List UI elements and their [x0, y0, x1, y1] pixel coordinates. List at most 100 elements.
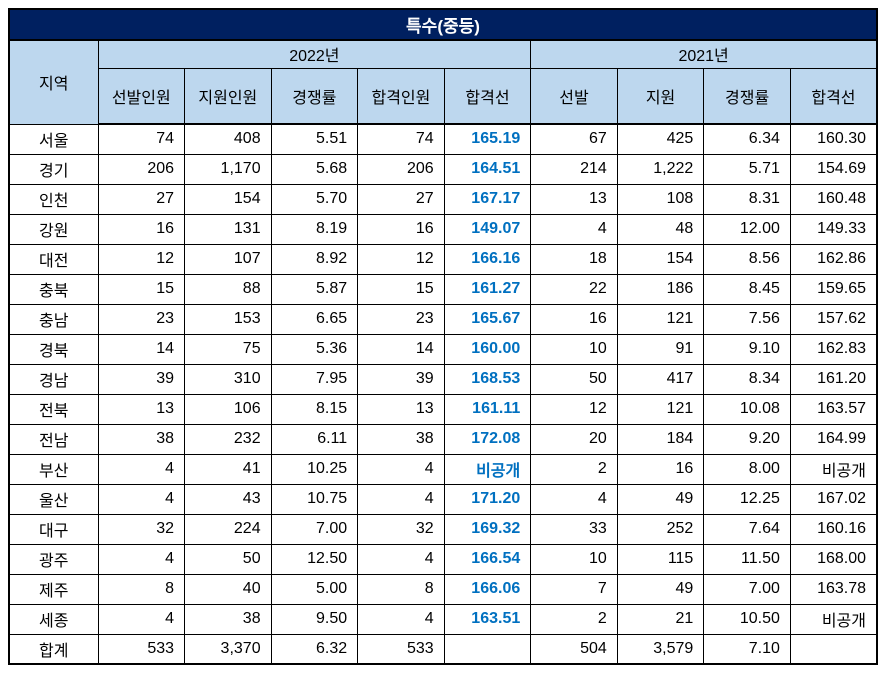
cell-2022-ratio: 8.15 [270, 393, 359, 425]
cell-2022-selected: 32 [97, 513, 186, 545]
cell-2021-applied: 49 [616, 573, 705, 605]
cell-2022-passed: 38 [357, 423, 445, 455]
region-cell: 전북 [8, 393, 99, 425]
cell-2021-ratio: 10.50 [703, 603, 791, 635]
cell-2022-applied: 310 [184, 363, 272, 395]
cell-2022-selected: 4 [97, 483, 186, 515]
cell-2022-passed: 13 [357, 393, 445, 425]
region-cell: 부산 [8, 453, 99, 485]
cell-2021-ratio: 8.56 [703, 243, 791, 275]
table-row: 경기 206 1,170 5.68 206 164.51 214 1,222 5… [8, 153, 878, 185]
table-row: 대구 32 224 7.00 32 169.32 33 252 7.64 160… [8, 513, 878, 545]
table-title: 특수(중등) [8, 8, 878, 41]
cell-2022-ratio: 5.51 [270, 123, 359, 155]
cell-2022-cutline: 169.32 [443, 513, 532, 545]
cell-2021-selected: 10 [530, 543, 618, 575]
region-cell: 인천 [8, 183, 99, 215]
cell-2021-selected: 16 [530, 303, 618, 335]
cell-2021-selected: 18 [530, 243, 618, 275]
cell-2021-applied: 108 [616, 183, 705, 215]
cell-2022-passed: 32 [357, 513, 445, 545]
cell-2021-selected: 504 [530, 633, 618, 665]
cell-2022-applied: 50 [184, 543, 272, 575]
cell-2021-applied: 91 [616, 333, 705, 365]
cell-2022-cutline: 161.11 [443, 393, 532, 425]
table-row: 제주 8 40 5.00 8 166.06 7 49 7.00 163.78 [8, 573, 878, 605]
cell-2022-passed: 14 [357, 333, 445, 365]
table-row: 서울 74 408 5.51 74 165.19 67 425 6.34 160… [8, 123, 878, 155]
cell-2021-applied: 49 [616, 483, 705, 515]
cell-2022-ratio: 12.50 [270, 543, 359, 575]
cell-2022-applied: 38 [184, 603, 272, 635]
column-header-row: 선발인원 지원인원 경쟁률 합격인원 합격선 선발 지원 경쟁률 합격선 [9, 67, 878, 125]
cell-2021-selected: 22 [530, 273, 618, 305]
region-cell: 광주 [8, 543, 99, 575]
table-row: 경북 14 75 5.36 14 160.00 10 91 9.10 162.8… [8, 333, 878, 365]
cell-2021-ratio: 11.50 [703, 543, 791, 575]
cell-2021-ratio: 5.71 [703, 153, 791, 185]
cell-2021-selected: 2 [530, 603, 618, 635]
cell-2021-cutline [789, 633, 878, 665]
cell-2022-ratio: 10.75 [270, 483, 359, 515]
cell-2021-cutline: 160.16 [789, 513, 878, 545]
table-row: 충북 15 88 5.87 15 161.27 22 186 8.45 159.… [8, 273, 878, 305]
cell-2022-passed: 23 [357, 303, 445, 335]
cell-2022-passed: 39 [357, 363, 445, 395]
cell-2021-applied: 115 [616, 543, 705, 575]
cell-2021-applied: 252 [616, 513, 705, 545]
col-header-2022-seonbal-inwon: 선발인원 [97, 67, 186, 125]
cell-2022-ratio: 5.36 [270, 333, 359, 365]
cell-2022-selected: 38 [97, 423, 186, 455]
cell-2021-applied: 1,222 [616, 153, 705, 185]
cell-2022-selected: 16 [97, 213, 186, 245]
cell-2022-selected: 13 [97, 393, 186, 425]
region-cell: 대구 [8, 513, 99, 545]
cell-2022-cutline: 161.27 [443, 273, 532, 305]
cell-2022-passed: 74 [357, 123, 445, 155]
cell-2022-cutline: 163.51 [443, 603, 532, 635]
cell-2021-cutline: 154.69 [789, 153, 878, 185]
cell-2021-cutline: 159.65 [789, 273, 878, 305]
cell-2021-ratio: 12.25 [703, 483, 791, 515]
col-header-2022-hapgyeokseon: 합격선 [443, 67, 532, 125]
cell-2022-cutline: 165.67 [443, 303, 532, 335]
cell-2022-ratio: 5.00 [270, 573, 359, 605]
cell-2022-ratio: 5.68 [270, 153, 359, 185]
cell-2022-applied: 107 [184, 243, 272, 275]
cell-2021-selected: 13 [530, 183, 618, 215]
cell-2021-cutline: 161.20 [789, 363, 878, 395]
cell-2021-selected: 20 [530, 423, 618, 455]
cell-2022-ratio: 5.87 [270, 273, 359, 305]
cell-2021-cutline: 157.62 [789, 303, 878, 335]
cell-2022-applied: 75 [184, 333, 272, 365]
cell-2021-applied: 16 [616, 453, 705, 485]
col-header-2022-hapgyeok-inwon: 합격인원 [357, 67, 445, 125]
table-row: 인천 27 154 5.70 27 167.17 13 108 8.31 160… [8, 183, 878, 215]
cell-2022-selected: 15 [97, 273, 186, 305]
cell-2021-selected: 10 [530, 333, 618, 365]
table-row: 충남 23 153 6.65 23 165.67 16 121 7.56 157… [8, 303, 878, 335]
cell-2022-passed: 16 [357, 213, 445, 245]
col-header-2021-jiwon: 지원 [616, 67, 705, 125]
cell-2021-ratio: 12.00 [703, 213, 791, 245]
cell-2022-ratio: 7.00 [270, 513, 359, 545]
cell-2022-applied: 106 [184, 393, 272, 425]
cell-2021-selected: 33 [530, 513, 618, 545]
table-row: 전남 38 232 6.11 38 172.08 20 184 9.20 164… [8, 423, 878, 455]
cell-2021-ratio: 7.10 [703, 633, 791, 665]
cell-2021-cutline: 160.48 [789, 183, 878, 215]
table-body: 서울 74 408 5.51 74 165.19 67 425 6.34 160… [8, 123, 878, 665]
cell-2022-applied: 41 [184, 453, 272, 485]
cell-2021-ratio: 7.00 [703, 573, 791, 605]
cell-2022-applied: 88 [184, 273, 272, 305]
cell-2021-cutline: 163.57 [789, 393, 878, 425]
col-header-2021-gyeongjaengnyul: 경쟁률 [703, 67, 791, 125]
table-row: 합계 533 3,370 6.32 533 504 3,579 7.10 [8, 633, 878, 665]
region-cell: 경기 [8, 153, 99, 185]
cell-2022-cutline: 160.00 [443, 333, 532, 365]
cell-2022-ratio: 8.19 [270, 213, 359, 245]
cell-2021-cutline: 164.99 [789, 423, 878, 455]
cell-2022-ratio: 5.70 [270, 183, 359, 215]
cell-2022-ratio: 10.25 [270, 453, 359, 485]
cell-2021-cutline: 162.86 [789, 243, 878, 275]
